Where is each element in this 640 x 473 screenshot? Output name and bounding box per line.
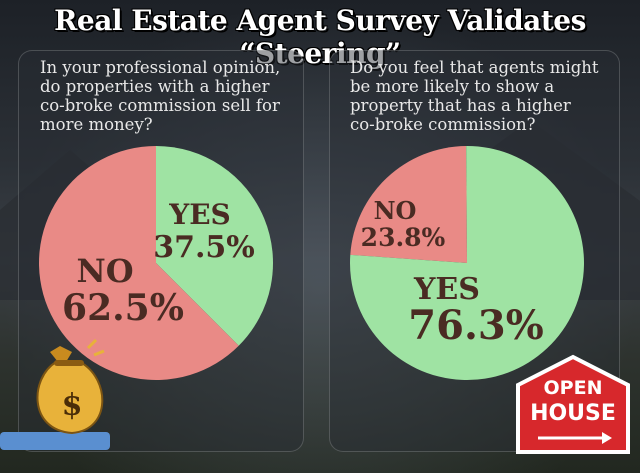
pie1-slice-no bbox=[39, 146, 239, 380]
pie-chart-left bbox=[39, 146, 274, 380]
open-house-sign-icon: OPEN HOUSE bbox=[516, 354, 630, 454]
pie2-slice-no bbox=[350, 146, 467, 263]
pie2-yes-label: YES bbox=[413, 272, 480, 307]
money-symbol: $ bbox=[62, 388, 83, 423]
sign-house-text: HOUSE bbox=[530, 401, 616, 426]
pie2-no-value: 23.8% bbox=[361, 223, 446, 252]
pie2-slice-yes bbox=[350, 146, 584, 380]
pie2-no-label: NO bbox=[374, 196, 417, 225]
page-title: Real Estate Agent Survey Validates “Stee… bbox=[54, 4, 586, 70]
sign-open-text: OPEN bbox=[544, 377, 603, 399]
right-question: Do you feel that agents might be more li… bbox=[350, 58, 599, 134]
pie1-no-value: 62.5% bbox=[62, 287, 184, 329]
pie1-no-label: NO bbox=[76, 252, 133, 290]
pie1-slice-yes bbox=[156, 146, 274, 346]
pie1-yes-value: 37.5% bbox=[153, 230, 255, 265]
left-question: In your professional opinion, do propert… bbox=[40, 58, 281, 134]
money-bag-icon: $ bbox=[0, 338, 110, 450]
pie-chart-right bbox=[350, 146, 584, 380]
pie2-yes-value: 76.3% bbox=[408, 302, 543, 349]
pie1-yes-label: YES bbox=[168, 198, 231, 231]
